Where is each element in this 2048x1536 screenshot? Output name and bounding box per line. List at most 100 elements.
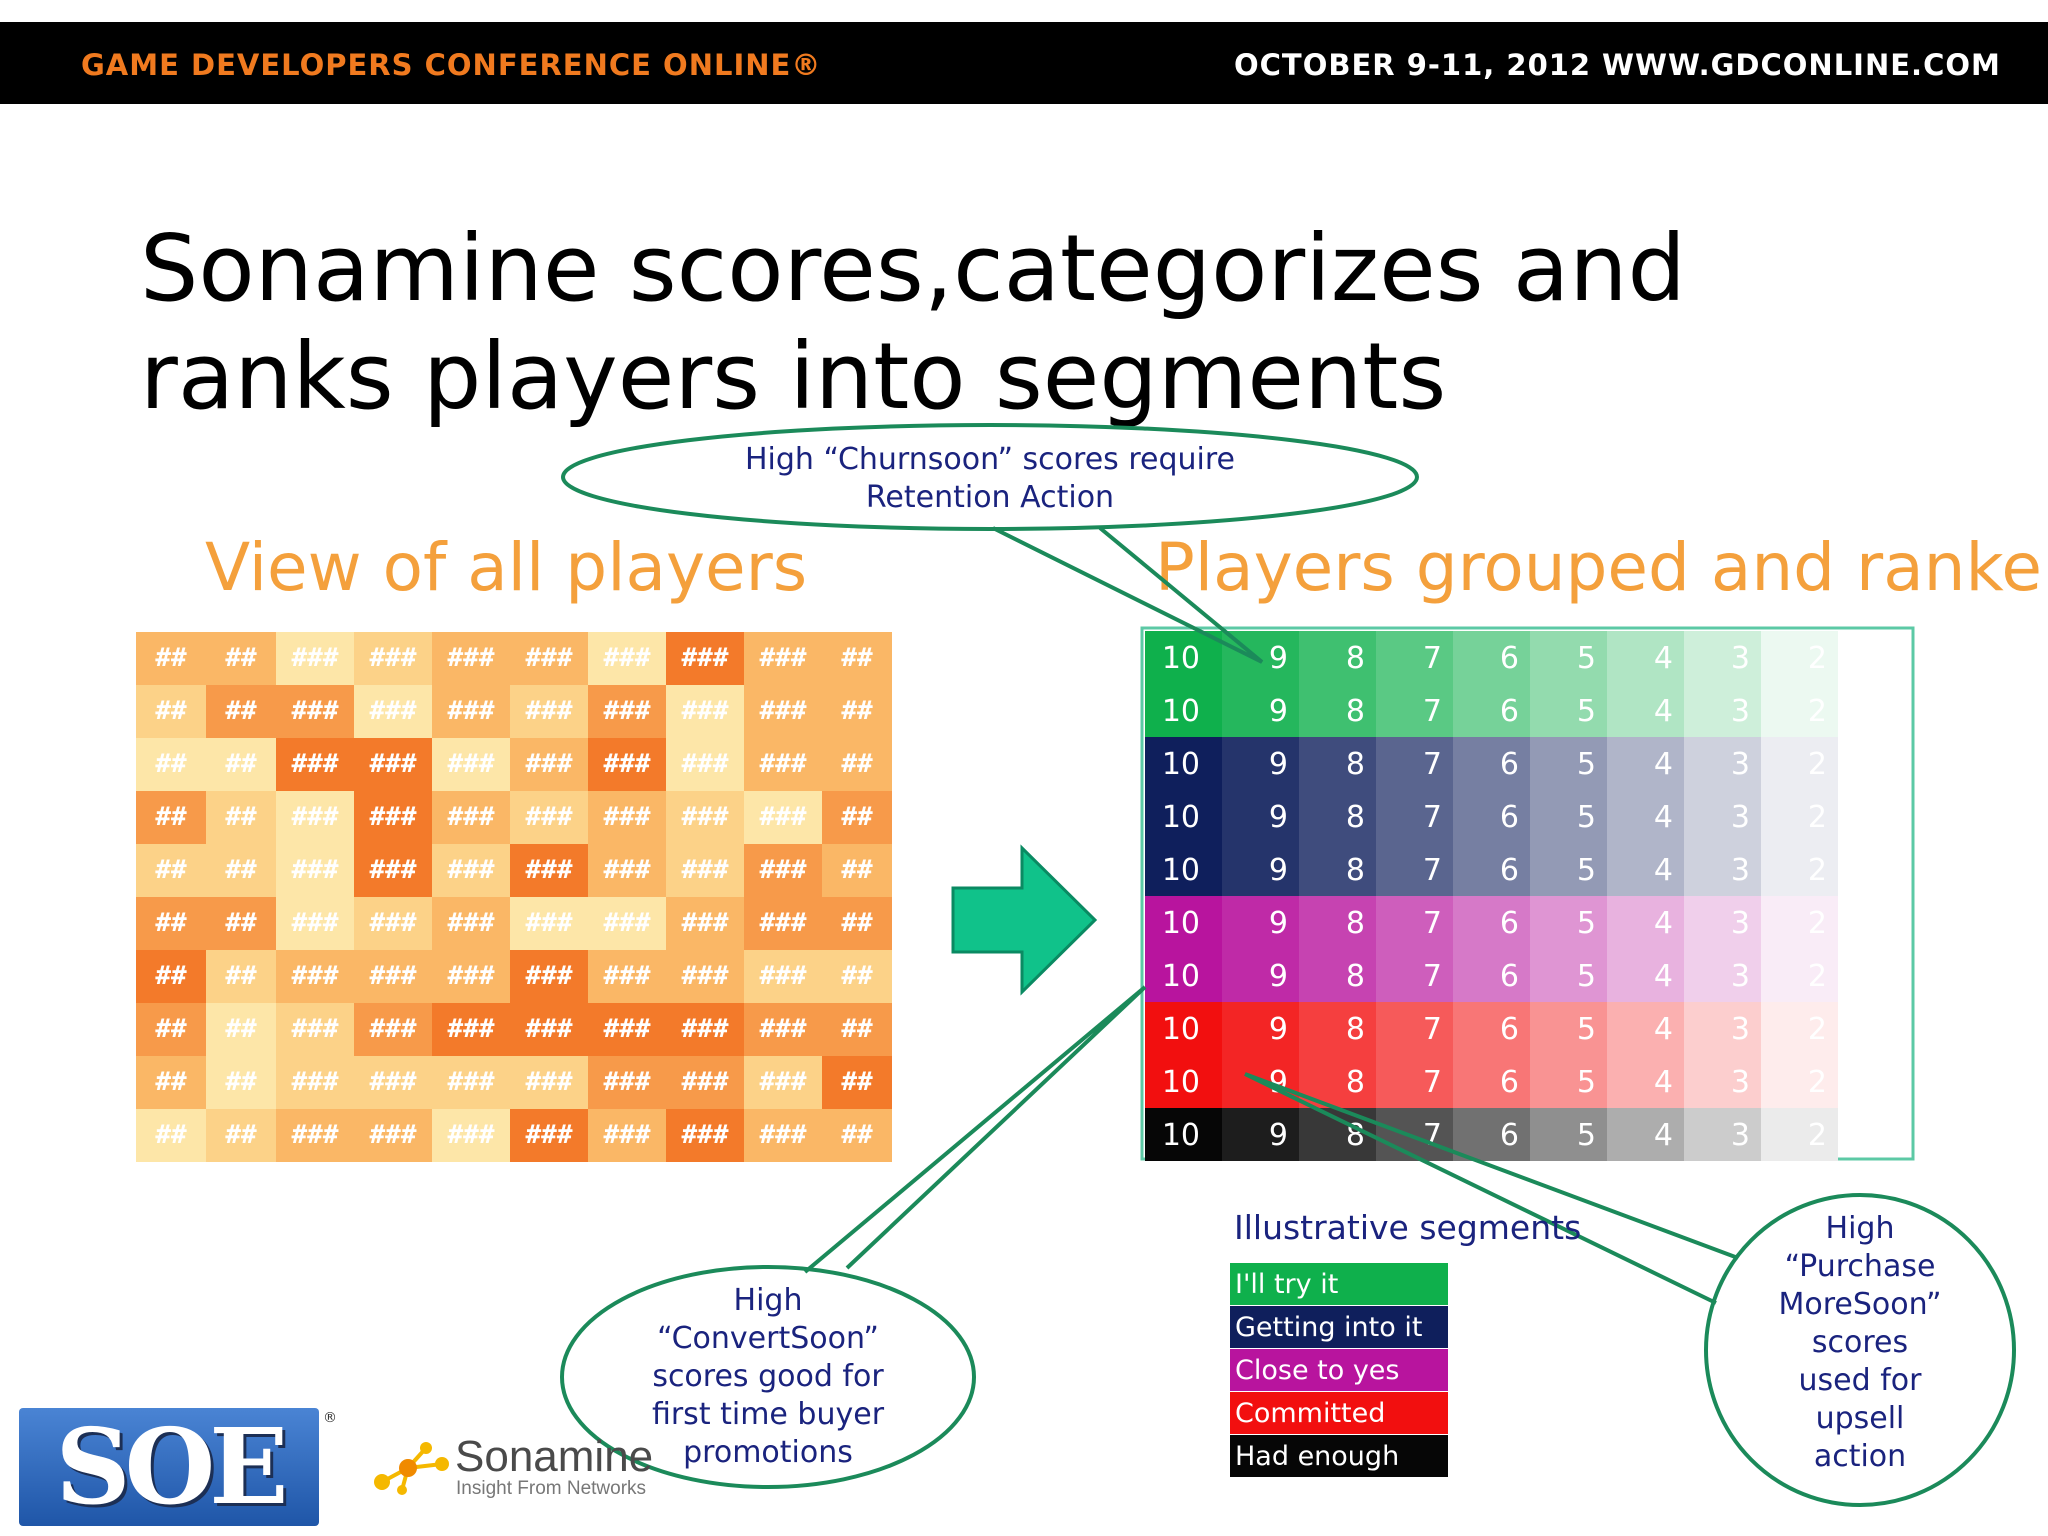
heatmap-cell	[276, 1056, 354, 1109]
heatmap-cell-label: ###	[448, 855, 495, 885]
purchase-callout-pointer	[1244, 1072, 1739, 1305]
ranked-cell	[1453, 790, 1530, 843]
heatmap-cell	[136, 1056, 206, 1109]
ranked-cell	[1453, 1055, 1530, 1108]
heatmap-cell	[276, 897, 354, 950]
heatmap-cell	[432, 1003, 510, 1056]
heatmap-cell	[276, 1003, 354, 1056]
ranked-cell-value: 9	[1269, 1012, 1288, 1047]
ranked-cell	[1145, 1002, 1222, 1055]
heatmap-cell	[276, 685, 354, 738]
ranked-cell	[1761, 949, 1838, 1002]
ranked-cell	[1684, 684, 1761, 737]
heatmap-cell	[822, 632, 892, 685]
slide-title-line-2: ranks players into segments	[140, 323, 1447, 430]
heatmap-cell	[510, 1056, 588, 1109]
heatmap-cell	[744, 632, 822, 685]
purchase-callout-line: action	[1813, 1439, 1907, 1474]
conference-header-bar	[0, 22, 2048, 104]
heatmap-cell-label: ###	[682, 1014, 729, 1044]
churn-callout-line: High “Churnsoon” scores require	[745, 442, 1235, 477]
ranked-cell	[1684, 737, 1761, 790]
ranked-cell-value: 5	[1577, 694, 1596, 729]
heatmap-cell	[666, 632, 744, 685]
heatmap-cell	[354, 950, 432, 1003]
ranked-cell-value: 3	[1731, 906, 1750, 941]
ranked-cell-value: 9	[1269, 853, 1288, 888]
heatmap-cell	[432, 632, 510, 685]
heatmap-cell-label: ##	[155, 1120, 187, 1150]
ranked-cell	[1530, 843, 1607, 896]
conference-url[interactable]: WWW.GDCONLINE.COM	[1602, 48, 2001, 82]
ranked-cell-value: 2	[1808, 747, 1827, 782]
heatmap-cell-label: ##	[841, 1120, 873, 1150]
ranked-cell-value: 2	[1808, 694, 1827, 729]
ranked-cell-value: 8	[1346, 747, 1365, 782]
heatmap-cell	[744, 950, 822, 1003]
heatmap-cell	[206, 950, 276, 1003]
heatmap-cell-label: ##	[841, 908, 873, 938]
heatmap-cell-label: ###	[526, 802, 573, 832]
heatmap-cell	[354, 1056, 432, 1109]
heatmap-cell-label: ##	[841, 1067, 873, 1097]
ranked-cell	[1299, 896, 1376, 949]
heatmap-cell-label: ###	[682, 802, 729, 832]
ranked-cell-value: 2	[1808, 853, 1827, 888]
ranked-cell-value: 6	[1500, 641, 1519, 676]
heatmap-cell-label: ##	[155, 1067, 187, 1097]
segment-legend: I'll try it Getting into it Close to yes…	[1230, 1263, 1448, 1478]
heatmap-cell	[588, 897, 666, 950]
heatmap-cell-label: ###	[292, 696, 339, 726]
heatmap-cell	[432, 897, 510, 950]
heatmap-cell	[822, 685, 892, 738]
heatmap-cell	[206, 844, 276, 897]
ranked-cell	[1376, 949, 1453, 1002]
ranked-cell	[1222, 790, 1299, 843]
heatmap-cell	[136, 897, 206, 950]
heatmap-cell	[432, 738, 510, 791]
ranked-cell-value: 4	[1654, 906, 1673, 941]
heatmap-cell-label: ###	[292, 643, 339, 673]
heatmap-cell-label: ###	[292, 961, 339, 991]
ranked-cell-value: 2	[1808, 1012, 1827, 1047]
ranked-cell-value: 2	[1808, 1065, 1827, 1100]
ranked-cell-value: 3	[1731, 694, 1750, 729]
heatmap-cell	[666, 1003, 744, 1056]
heatmap-cell	[588, 1109, 666, 1162]
heatmap-cell-label: ###	[292, 1120, 339, 1150]
ranked-cell	[1761, 1002, 1838, 1055]
heatmap-cell-label: ###	[292, 1014, 339, 1044]
ranked-cell-value: 2	[1808, 906, 1827, 941]
ranked-cell	[1145, 896, 1222, 949]
ranked-cell	[1530, 949, 1607, 1002]
heatmap-cell-label: ###	[760, 643, 807, 673]
convert-callout-line: “ConvertSoon”	[657, 1321, 879, 1356]
ranked-cell	[1761, 1108, 1838, 1161]
ranked-cell	[1222, 1108, 1299, 1161]
ranked-cell-value: 3	[1731, 747, 1750, 782]
ranked-cell-value: 5	[1577, 959, 1596, 994]
heatmap-cell-label: ###	[370, 696, 417, 726]
heatmap-cell-label: ###	[604, 961, 651, 991]
convert-callout-line: scores good for	[652, 1359, 884, 1394]
ranked-cell-value: 7	[1423, 959, 1442, 994]
heatmap-cell-label: ###	[760, 908, 807, 938]
ranked-cell	[1530, 684, 1607, 737]
heatmap-cell	[206, 1056, 276, 1109]
purchase-callout-line: MoreSoon”	[1778, 1287, 1942, 1322]
ranked-cell	[1453, 737, 1530, 790]
heatmap-cell-label: ##	[155, 1014, 187, 1044]
heatmap-cell-label: ###	[448, 961, 495, 991]
ranked-cell	[1145, 631, 1222, 684]
ranked-cell-value: 3	[1731, 800, 1750, 835]
heatmap-cell	[744, 738, 822, 791]
ranked-cell-value: 5	[1577, 1118, 1596, 1153]
heatmap-cell	[276, 844, 354, 897]
heatmap-cell	[510, 1109, 588, 1162]
heatmap-cell-label: ###	[448, 1014, 495, 1044]
heatmap-cell-label: ###	[526, 961, 573, 991]
all-players-heatmap: ## ## ### ### ### ### ### ### ### #### ## ### ### ###…	[136, 632, 892, 1162]
heatmap-cell	[276, 950, 354, 1003]
heatmap-cell-label: ###	[526, 696, 573, 726]
ranked-cell-value: 4	[1654, 800, 1673, 835]
